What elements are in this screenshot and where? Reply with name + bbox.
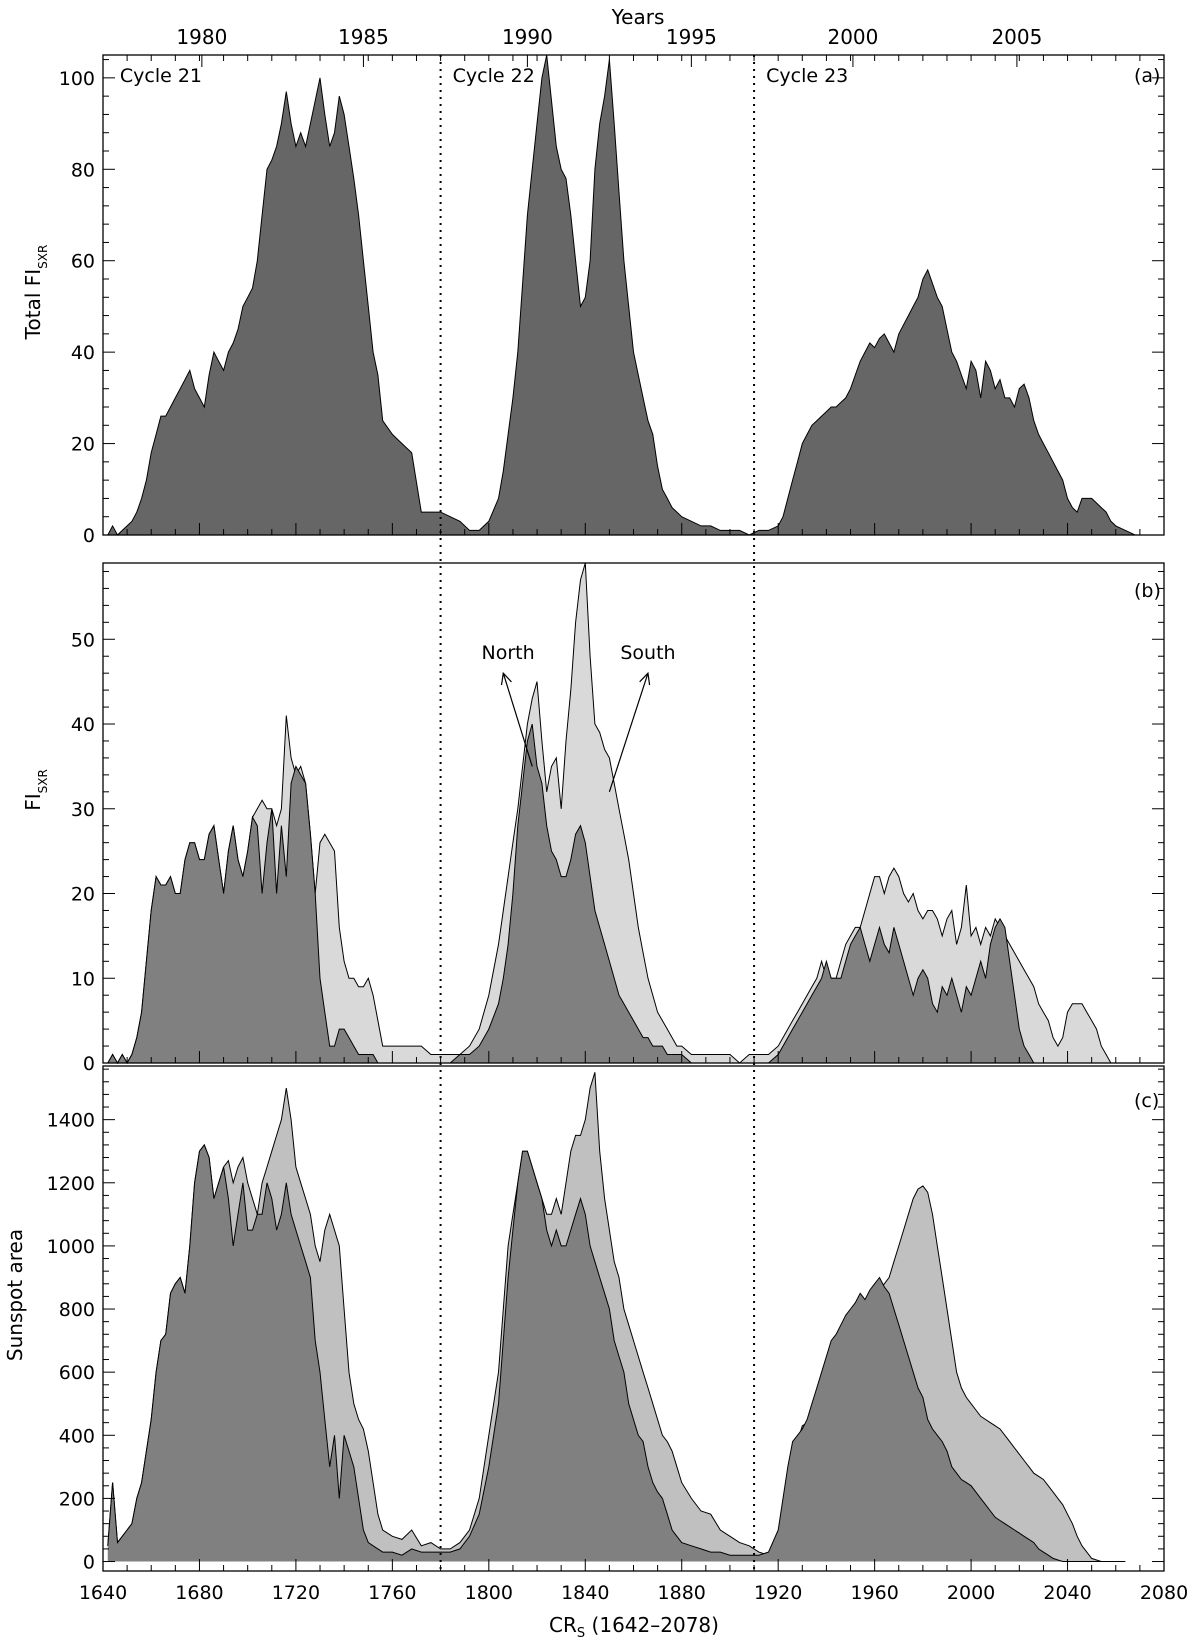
south-series-b-outline bbox=[107, 562, 1145, 1065]
panel-c-ylabel: Sunspot area bbox=[3, 1229, 27, 1361]
north-series-c-area bbox=[107, 1144, 1111, 1562]
year-label: 1990 bbox=[502, 25, 553, 49]
y-tick-label: 1000 bbox=[47, 1236, 95, 1258]
x-tick-label: 1880 bbox=[658, 1582, 706, 1604]
y-tick-label: 20 bbox=[71, 884, 95, 906]
x-tick-label: 1680 bbox=[175, 1582, 223, 1604]
y-tick-label: 10 bbox=[71, 968, 95, 990]
cycle-labels: Cycle 21 Cycle 22 Cycle 23 bbox=[120, 65, 848, 87]
y-tick-label: 0 bbox=[83, 1552, 95, 1574]
north-arrow-head bbox=[500, 671, 512, 686]
panel-b-ylabel-sub: SXR bbox=[36, 769, 50, 793]
y-tick-label: 1200 bbox=[47, 1173, 95, 1195]
panel-b-annotations: North South bbox=[482, 642, 676, 792]
y-tick-label: 60 bbox=[71, 251, 95, 273]
x-axis-title: CRS (1642–2078) bbox=[549, 1613, 719, 1641]
panel-a-ylabel-sub: SXR bbox=[36, 245, 50, 269]
panel-a-plot bbox=[107, 54, 1160, 536]
north-arrow-line bbox=[502, 672, 533, 767]
y-tick-label: 1400 bbox=[47, 1110, 95, 1132]
total-series-a-outline bbox=[107, 54, 1160, 536]
y-tick-label: 800 bbox=[59, 1299, 95, 1321]
panel-b-label: (b) bbox=[1134, 580, 1161, 602]
y-tick-label: 50 bbox=[71, 629, 95, 651]
cycle-boundaries bbox=[439, 55, 756, 1571]
north-series-b-area bbox=[107, 724, 1160, 1063]
y-tick-label: 0 bbox=[83, 1053, 95, 1075]
y-tick-label: 40 bbox=[71, 714, 95, 736]
panel-a-frame: 0 20 40 60 80 100 bbox=[59, 54, 1165, 547]
north-annotation: North bbox=[482, 642, 535, 664]
y-tick-label: 600 bbox=[59, 1362, 95, 1384]
year-label: 1980 bbox=[176, 25, 227, 49]
panel-a-label: (a) bbox=[1134, 65, 1160, 87]
y-tick-label: 20 bbox=[71, 434, 95, 456]
year-label: 1995 bbox=[666, 25, 717, 49]
x-tick-label: 1760 bbox=[368, 1582, 416, 1604]
x-axis-title-rest: (1642–2078) bbox=[585, 1613, 719, 1637]
y-tick-label: 400 bbox=[59, 1425, 95, 1447]
panel-b-plot bbox=[107, 562, 1160, 1065]
x-tick-label: 1720 bbox=[272, 1582, 320, 1604]
cycle-label: Cycle 22 bbox=[453, 65, 535, 87]
y-tick-label: 200 bbox=[59, 1488, 95, 1510]
x-tick-label: 1640 bbox=[79, 1582, 127, 1604]
y-tick-label: 40 bbox=[71, 342, 95, 364]
panel-c-frame: 0 200 400 600 800 1000 1200 1400 bbox=[47, 1065, 1165, 1574]
south-annotation: South bbox=[620, 642, 675, 664]
north-series-c-outline bbox=[107, 1143, 1111, 1562]
panel-b: 0 10 20 30 40 50 FISXR (b) North South bbox=[21, 562, 1165, 1075]
panel-b-frame: 0 10 20 30 40 50 bbox=[71, 562, 1165, 1075]
south-arrow-head bbox=[639, 671, 651, 686]
year-label: 2000 bbox=[827, 25, 878, 49]
south-series-c-outline bbox=[107, 1072, 1126, 1562]
top-axis-title: Years bbox=[611, 5, 665, 29]
panel-a-ylabel: Total FISXR bbox=[21, 245, 50, 341]
x-tick-label: 2040 bbox=[1043, 1582, 1091, 1604]
y-tick-label: 80 bbox=[71, 159, 95, 181]
year-label: 2005 bbox=[991, 25, 1042, 49]
panel-c: 0 200 400 600 800 1000 1200 1400 Sunspot area (… bbox=[3, 1065, 1165, 1574]
north-series-b-outline bbox=[107, 723, 1160, 1065]
cycle-label: Cycle 23 bbox=[766, 65, 848, 87]
x-tick-label: 2080 bbox=[1140, 1582, 1188, 1604]
top-year-labels: 1980 1985 1990 1995 2000 2005 bbox=[176, 25, 1042, 49]
panel-a: 0 20 40 60 80 100 Total FISXR (a) bbox=[21, 54, 1165, 547]
x-tick-label: 1800 bbox=[465, 1582, 513, 1604]
x-tick-label: 2000 bbox=[947, 1582, 995, 1604]
y-tick-label: 100 bbox=[59, 68, 95, 90]
x-tick-label: 1840 bbox=[561, 1582, 609, 1604]
bottom-tick-labels: 1640 1680 1720 1760 1800 1840 1880 1920 1960 2000… bbox=[79, 1582, 1188, 1604]
total-series-a-area bbox=[107, 55, 1160, 535]
y-tick-label: 0 bbox=[83, 525, 95, 547]
south-series-b-area bbox=[107, 563, 1145, 1063]
panel-b-ylabel: FISXR bbox=[21, 769, 50, 811]
x-tick-label: 1920 bbox=[754, 1582, 802, 1604]
panel-c-plot bbox=[107, 1072, 1126, 1562]
year-label: 1985 bbox=[338, 25, 389, 49]
x-tick-label: 1960 bbox=[850, 1582, 898, 1604]
panel-c-label: (c) bbox=[1134, 1090, 1159, 1112]
cycle-label: Cycle 21 bbox=[120, 65, 202, 87]
y-tick-label: 30 bbox=[71, 799, 95, 821]
south-arrow-line bbox=[608, 672, 649, 792]
x-axis-title-sub: S bbox=[577, 1626, 585, 1641]
